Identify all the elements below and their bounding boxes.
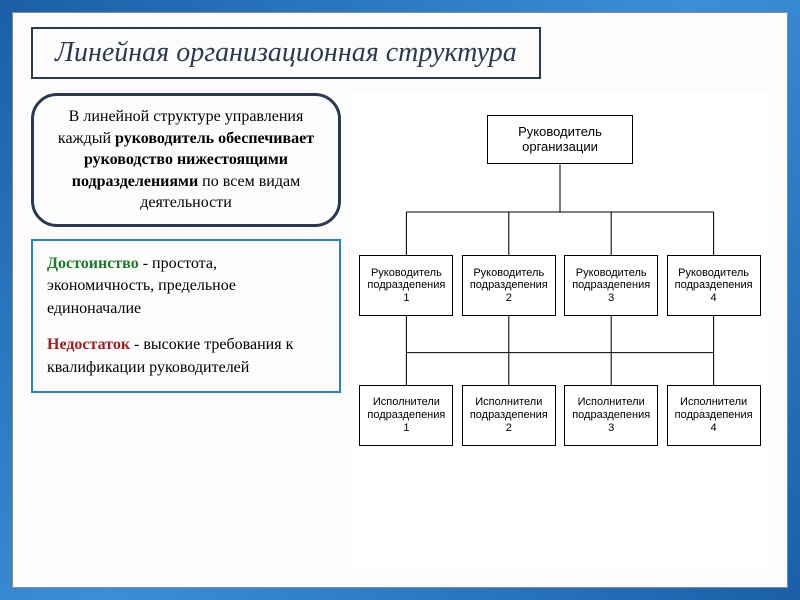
- org-chart: Руководительорганизации Руководительподра…: [351, 93, 769, 569]
- content-area: В линейной структуре управления каждый р…: [31, 93, 769, 569]
- org-node-mid-2: Руководительподраздепения2: [462, 255, 556, 316]
- org-node-bot-2: Исполнителиподраздепения2: [462, 385, 556, 446]
- org-node-bot-3: Исполнителиподраздепения3: [564, 385, 658, 446]
- org-chart-panel: Руководительорганизации Руководительподра…: [351, 93, 769, 569]
- org-node-bot-1: Исполнителиподраздепения1: [359, 385, 453, 446]
- org-node-bot-4: Исполнителиподраздепения4: [667, 385, 761, 446]
- props-box: Достоинство - простота, экономичность, п…: [31, 239, 341, 393]
- org-chart-lines: [351, 93, 769, 569]
- org-node-mid-1: Руководительподраздепения1: [359, 255, 453, 316]
- org-node-mid-4: Руководительподраздепения4: [667, 255, 761, 316]
- title-box: Линейная организационная структура: [31, 27, 541, 79]
- description-bubble: В линейной структуре управления каждый р…: [31, 93, 341, 227]
- advantage-line: Достоинство - простота, экономичность, п…: [47, 253, 325, 320]
- slide: Линейная организационная структура В лин…: [12, 12, 788, 588]
- disadvantage-label: Недостаток: [47, 336, 130, 353]
- slide-title: Линейная организационная структура: [55, 37, 517, 69]
- org-node-top: Руководительорганизации: [487, 115, 633, 165]
- org-node-mid-3: Руководительподраздепения3: [564, 255, 658, 316]
- left-column: В линейной структуре управления каждый р…: [31, 93, 341, 569]
- disadvantage-line: Недостаток - высокие требования к квалиф…: [47, 334, 325, 379]
- advantage-label: Достоинство: [47, 255, 139, 272]
